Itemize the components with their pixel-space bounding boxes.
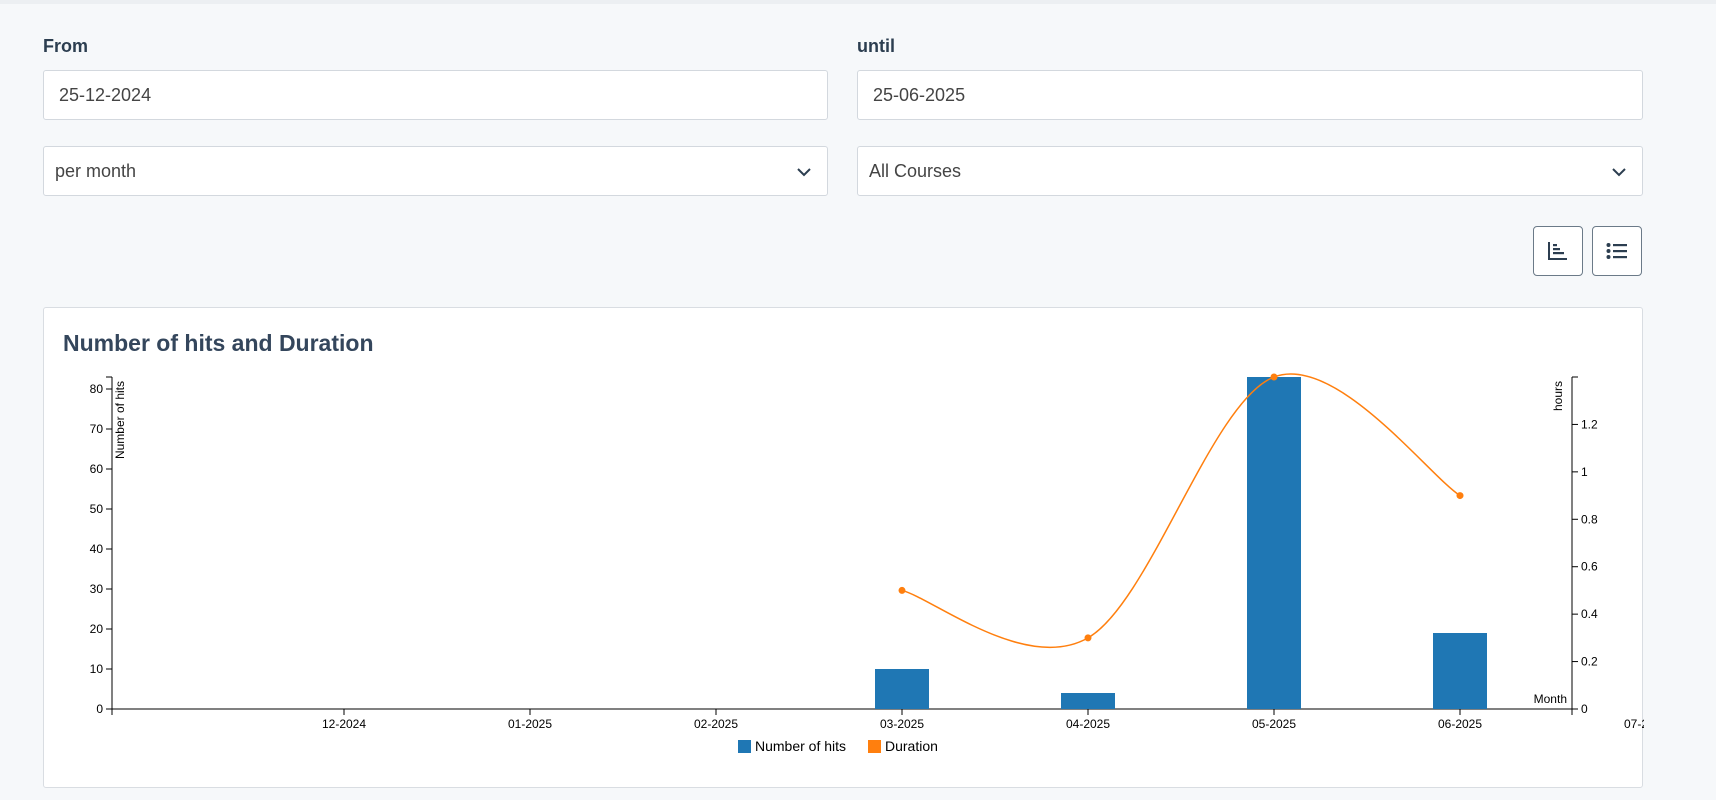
duration-point <box>1456 492 1464 500</box>
top-divider <box>0 0 1716 4</box>
legend-swatch-hits <box>738 740 751 753</box>
from-date-value: 25-12-2024 <box>59 84 152 105</box>
chevron-down-icon <box>1612 168 1626 177</box>
y-right-tick-label: 1 <box>1581 465 1588 479</box>
y-left-tick-label: 40 <box>90 542 104 556</box>
period-select[interactable]: per month <box>43 146 828 196</box>
y-right-axis-title: hours <box>1551 381 1565 411</box>
y-left-tick-label: 50 <box>90 502 104 516</box>
y-right-tick-label: 0.6 <box>1581 560 1598 574</box>
hits-bar <box>875 669 929 709</box>
duration-point <box>1084 634 1092 642</box>
x-tick-label: 02-2025 <box>694 717 738 731</box>
y-left-tick-label: 0 <box>96 702 103 716</box>
course-select[interactable]: All Courses <box>857 146 1643 196</box>
from-date-input[interactable]: 25-12-2024 <box>43 70 828 120</box>
x-tick-label: 12-2024 <box>322 717 366 731</box>
x-tick-label: 04-2025 <box>1066 717 1110 731</box>
duration-line <box>901 373 1461 649</box>
chart-card: Number of hits and Duration 0 10 20 30 40 50 6… <box>43 307 1644 788</box>
until-date-input[interactable]: 25-06-2025 <box>857 70 1643 120</box>
y-left-tick-label: 70 <box>90 422 104 436</box>
period-select-value: per month <box>55 160 137 181</box>
hits-bar <box>1247 377 1301 709</box>
chevron-down-icon <box>797 168 811 177</box>
y-left-tick-label: 80 <box>90 382 104 396</box>
chart-title: Number of hits and Duration <box>63 330 374 356</box>
y-right-tick-label: 0.8 <box>1581 512 1598 526</box>
hits-bar <box>1433 633 1487 709</box>
chart-view-button[interactable] <box>1533 226 1583 276</box>
until-date-value: 25-06-2025 <box>873 84 966 105</box>
bar-chart-icon <box>1548 242 1567 260</box>
y-left-tick-label: 60 <box>90 462 104 476</box>
list-icon <box>1606 243 1627 259</box>
x-tick-label: 03-2025 <box>880 717 924 731</box>
legend-label-hits: Number of hits <box>755 738 846 754</box>
until-label: until <box>857 36 895 56</box>
legend-swatch-duration <box>868 740 881 753</box>
y-right-tick-label: 0 <box>1581 702 1588 716</box>
legend-label-duration: Duration <box>885 738 938 754</box>
y-left-tick-label: 20 <box>90 622 104 636</box>
combo-chart: 0 10 20 30 40 50 60 70 80 0 0.2 0.4 0.6 0.8 1 1.2 12-202… <box>90 373 1644 754</box>
y-left-tick-label: 10 <box>90 662 104 676</box>
x-axis-title: Month <box>1534 692 1567 706</box>
from-label: From <box>43 36 88 56</box>
hits-bar <box>1061 693 1115 709</box>
y-right-tick-label: 0.2 <box>1581 655 1598 669</box>
y-left-tick-label: 30 <box>90 582 104 596</box>
y-left-axis-title: Number of hits <box>113 381 127 459</box>
x-tick-label: 06-2025 <box>1438 717 1482 731</box>
course-select-value: All Courses <box>869 160 962 181</box>
x-tick-label: 07-2025 <box>1624 717 1644 731</box>
y-right-tick-label: 1.2 <box>1581 417 1598 431</box>
x-tick-label: 05-2025 <box>1252 717 1296 731</box>
x-tick-label: 01-2025 <box>508 717 552 731</box>
list-view-button[interactable] <box>1592 226 1642 276</box>
y-right-tick-label: 0.4 <box>1581 607 1598 621</box>
duration-point <box>1270 373 1278 381</box>
duration-point <box>898 586 906 594</box>
